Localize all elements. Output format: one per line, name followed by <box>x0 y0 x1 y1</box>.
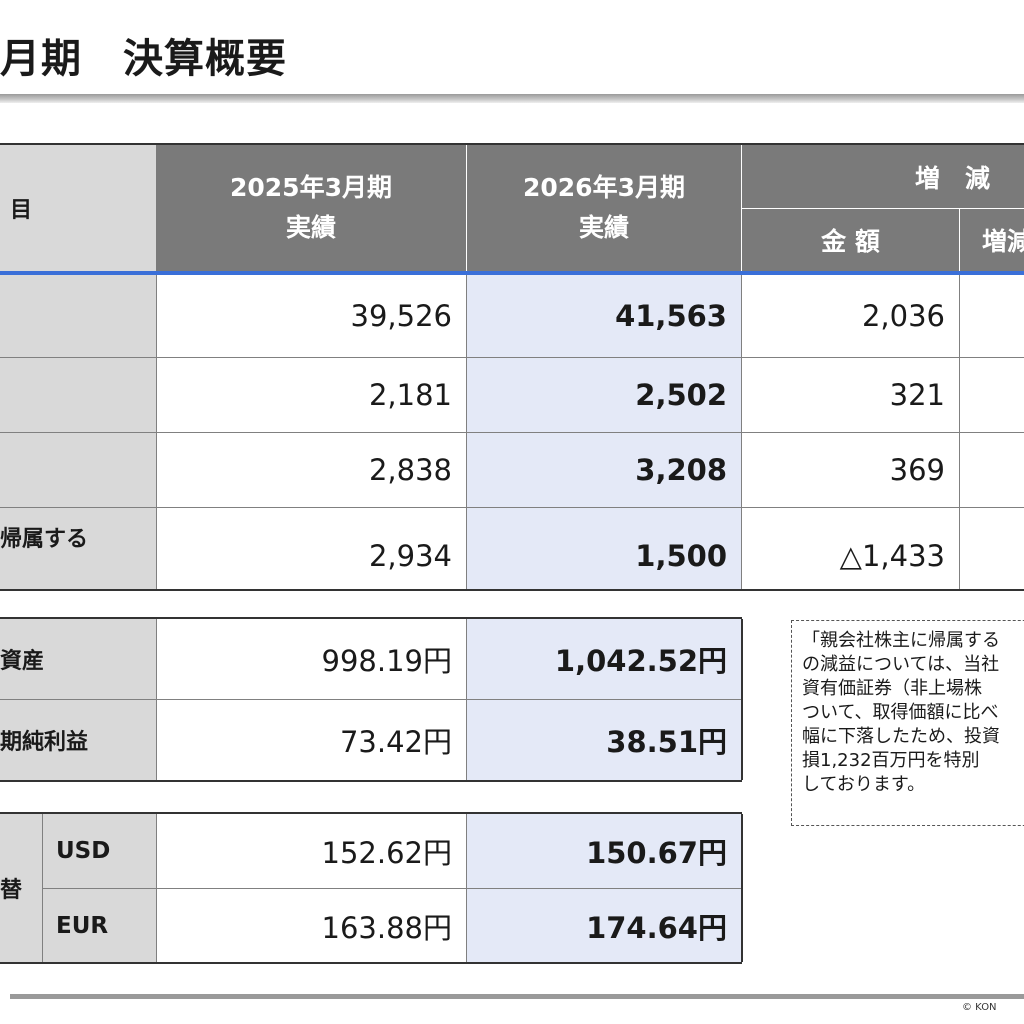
fx-eur-fy2026: 174.64円 <box>467 889 741 962</box>
page-title: 月期 決算概要 <box>0 36 287 82</box>
col-sep <box>959 275 960 589</box>
pl-row-fy2026: 1,500 <box>467 508 741 589</box>
pl-row-change: 321 <box>889 378 945 412</box>
header-fy2025-year: 2025年3月期 <box>230 173 392 202</box>
pl-row-fy2025: 2,934 <box>368 538 452 573</box>
fx-group-label: 替 <box>0 814 42 962</box>
header-item: 目 <box>0 145 156 271</box>
row-divider <box>0 699 742 700</box>
note-line: の減益については、当社 <box>802 654 1000 675</box>
row-divider <box>0 432 1024 433</box>
col-sep <box>466 814 467 962</box>
fx-eur-fy2025: 163.88円 <box>321 910 452 945</box>
fx-usd-fy2026: 150.67円 <box>467 814 741 888</box>
table-top-border <box>0 812 742 814</box>
pl-row-label <box>0 358 156 432</box>
note-box: 「親会社株主に帰属する の減益については、当社 資有価証券（非上場株 ついて、取… <box>791 620 1024 826</box>
pl-row-change: 2,036 <box>861 299 945 333</box>
header-change-group: 増 減 <box>742 145 1024 208</box>
pl-row-fy2025: 39,526 <box>350 299 452 333</box>
col-sep <box>466 275 467 589</box>
header-fy2025-type: 実績 <box>285 213 336 242</box>
per-share-fy2026: 38.51円 <box>467 700 741 780</box>
pl-row-fy2026: 41,563 <box>467 275 741 357</box>
header-change-rate: 増減 <box>960 209 1024 271</box>
pl-row-label <box>0 433 156 507</box>
pl-row-fy2026: 3,208 <box>467 433 741 507</box>
note-line: しております。 <box>802 774 926 795</box>
copyright-text: © KON <box>962 1002 997 1013</box>
pl-row-change: △1,433 <box>839 538 945 573</box>
pl-row-label: 帰属する <box>0 508 156 589</box>
footer-divider <box>10 994 1024 999</box>
pl-row-fy2025: 2,181 <box>368 378 452 412</box>
table-bottom-border <box>0 589 1024 591</box>
pl-row-fy2025: 2,838 <box>368 453 452 487</box>
note-line: 幅に下落したため、投資 <box>802 726 1000 747</box>
pl-row-label <box>0 275 156 357</box>
header-fy2025: 2025年3月期 実績 <box>156 145 466 271</box>
fx-currency-usd: USD <box>43 814 156 888</box>
fx-currency-eur: EUR <box>43 889 156 962</box>
table-bottom-border <box>0 962 742 964</box>
per-share-label: 期純利益 <box>0 700 156 780</box>
col-sep <box>466 619 467 780</box>
title-divider <box>0 94 1024 103</box>
header-fy2026-type: 実績 <box>578 213 629 242</box>
pl-row-change: 369 <box>889 453 945 487</box>
table-bottom-border <box>0 780 742 782</box>
header-sep-3 <box>959 209 960 271</box>
note-line: 「親会社株主に帰属する <box>802 630 1000 651</box>
note-line: ついて、取得価額に比べ <box>802 702 999 723</box>
per-share-fy2026: 1,042.52円 <box>467 619 741 699</box>
note-line: 資有価証券（非上場株 <box>802 678 982 699</box>
col-sep <box>741 619 743 780</box>
col-sep <box>156 275 157 589</box>
row-divider <box>43 888 742 889</box>
header-fy2026-year: 2026年3月期 <box>523 173 685 202</box>
col-sep <box>156 814 157 962</box>
header-sep-2 <box>741 145 742 271</box>
col-sep <box>156 619 157 780</box>
col-sep <box>741 814 743 962</box>
table-top-border <box>0 617 742 619</box>
header-sep-1 <box>466 145 467 271</box>
header-accent-line <box>0 271 1024 275</box>
col-sep <box>42 814 43 962</box>
col-sep <box>741 275 742 589</box>
header-inner-line <box>742 208 1024 209</box>
table-top-border <box>0 143 1024 145</box>
note-line: 損1,232百万円を特別 <box>802 750 980 771</box>
row-divider <box>0 357 1024 358</box>
per-share-fy2025: 73.42円 <box>339 725 452 759</box>
pl-row-fy2026: 2,502 <box>467 358 741 432</box>
per-share-fy2025: 998.19円 <box>321 644 452 678</box>
row-divider <box>0 507 1024 508</box>
header-change-amount: 金 額 <box>742 209 959 271</box>
per-share-label: 資産 <box>0 619 156 699</box>
header-fy2026: 2026年3月期 実績 <box>467 145 741 271</box>
fx-usd-fy2025: 152.62円 <box>321 836 452 870</box>
